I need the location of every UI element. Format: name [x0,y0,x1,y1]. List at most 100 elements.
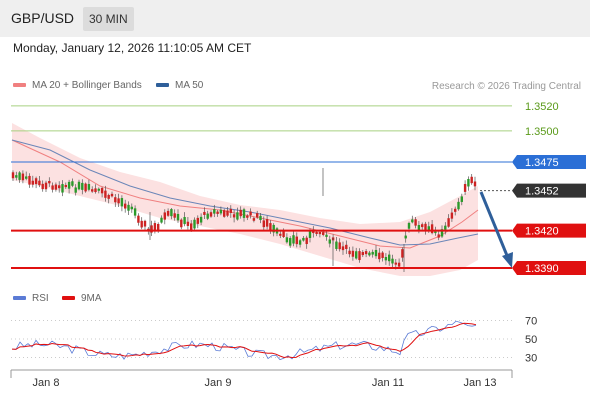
candle [84,182,87,193]
candle [114,194,117,207]
candle [41,180,44,192]
legend-swatch-icon [13,296,26,301]
candle [87,179,91,192]
candle [368,250,371,257]
legend-ma20-label: MA 20 + Bollinger Bands [32,80,142,91]
candle [143,219,147,232]
candle [381,251,384,262]
level-1-3475: 1.3475 [11,155,586,169]
level-1-3452: 1.3452 [480,183,586,198]
x-tick-label: Jan 9 [205,377,232,389]
candle [256,210,259,219]
candle [51,182,54,193]
candle [77,179,81,191]
candle [470,174,473,185]
x-tick-label: Jan 8 [33,377,60,389]
level-label: 1.3475 [525,157,559,169]
x-tick-label: Jan 11 [372,377,404,389]
candle [153,220,157,234]
candle [216,209,219,217]
candle [414,217,417,229]
candle [130,203,133,213]
candle [186,217,190,230]
candle [226,207,229,218]
candle [355,247,358,260]
candle [447,214,450,228]
candle [170,207,173,220]
x-tick-label: Jan 13 [463,377,496,389]
level-label: 1.3500 [525,126,559,138]
level-1-3420: 1.3420 [11,223,586,238]
candle [437,231,440,241]
candle [421,222,424,230]
legend-swatch-icon [156,83,169,88]
legend-ma50-label: MA 50 [175,80,204,91]
candle [358,248,361,263]
level-1-3500: 1.3500 [11,126,559,138]
candle [110,191,114,198]
candle [203,207,206,219]
candle [28,173,31,188]
candle [364,248,368,258]
candle [71,178,74,188]
level-badge [512,261,586,275]
candle [239,206,242,219]
candle [97,187,100,194]
candle [265,215,269,230]
candle [371,249,374,258]
candle [302,235,305,242]
candle [44,180,48,193]
candle [219,206,223,216]
timestamp: Monday, January 12, 2026 11:10:05 AM CET [13,41,252,55]
candle [94,184,97,194]
candle [206,210,209,221]
top-bar: GBP/USD 30 MIN [0,0,590,37]
candle [457,198,460,211]
timeframe-button[interactable]: 30 MIN [83,7,134,31]
candle [374,245,378,259]
candle [335,236,338,251]
candle [351,246,355,261]
candle [163,209,166,225]
rsi-tick-label: 30 [525,353,537,365]
candle [292,230,295,247]
candle [166,208,170,217]
candle [127,201,130,216]
candle [229,205,232,218]
rsi-line [11,320,477,361]
candle [120,195,124,212]
candle [38,175,41,188]
candle [345,240,348,254]
candle [137,213,140,226]
candle [388,250,391,266]
candle [232,209,236,223]
candle [338,238,341,252]
candle [67,179,71,194]
level-1-3390: 1.3390 [11,261,586,275]
candle [430,220,434,235]
candle [450,208,454,222]
candle [378,248,381,263]
candle [262,216,265,230]
candle [401,247,404,262]
candle [404,231,407,243]
candle [460,193,463,206]
ma50-line [11,139,479,246]
candle [361,250,364,258]
candle [259,212,262,224]
level-badge [512,223,586,238]
candle [397,258,401,269]
candle [328,235,331,248]
candle [160,215,163,224]
candle [196,215,199,229]
candle [199,213,203,226]
candle [18,171,21,183]
candle [467,176,470,191]
candle [81,179,84,195]
legend-rsi: RSI [13,293,49,304]
bollinger-band [12,123,478,276]
candle [25,171,28,181]
legend-9ma-label: 9MA [81,293,102,304]
candle [48,177,51,187]
